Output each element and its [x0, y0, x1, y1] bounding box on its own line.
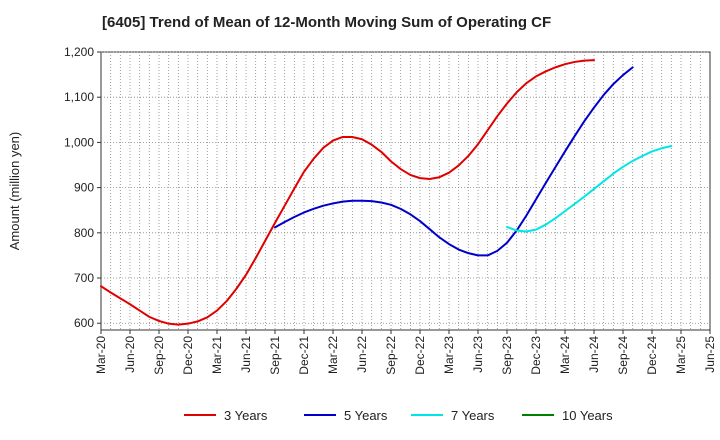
x-tick-label: Mar-25: [674, 336, 688, 374]
x-tick-label: Sep-23: [500, 336, 514, 375]
x-axis: Mar-20 Jun-20 Sep-20 Dec-20 Mar-21 Jun-21 Sep-…: [94, 330, 717, 375]
x-tick-label: Jun-24: [587, 336, 601, 373]
y-tick-label: 1,000: [64, 135, 94, 149]
series-lines: [100, 59, 673, 326]
x-tick-label: Jun-20: [123, 336, 137, 373]
y-tick-label: 600: [74, 316, 94, 330]
x-tick-label: Dec-24: [645, 336, 659, 375]
x-tick-label: Sep-21: [268, 336, 282, 375]
legend-label: 7 Years: [451, 408, 495, 423]
x-tick-label: Mar-22: [326, 336, 340, 374]
x-tick-label: Sep-20: [152, 336, 166, 375]
series-line-3-years: [100, 59, 595, 326]
x-tick-label: Sep-24: [616, 336, 630, 375]
x-tick-label: Mar-20: [94, 336, 108, 374]
x-tick-label: Jun-25: [703, 336, 717, 373]
series-line-7-years: [506, 145, 673, 233]
plot-area: [100, 51, 711, 331]
grid-lines: [101, 51, 710, 330]
y-tick-label: 1,200: [64, 45, 94, 59]
series-line-5-years: [274, 66, 634, 257]
chart-title: [6405] Trend of Mean of 12-Month Moving …: [102, 14, 551, 31]
y-axis: 600 700 800 900 1,000 1,100 1,200: [64, 45, 101, 330]
y-tick-label: 700: [74, 271, 94, 285]
x-tick-label: Sep-22: [384, 336, 398, 375]
x-tick-label: Jun-21: [239, 336, 253, 373]
x-tick-label: Mar-23: [442, 336, 456, 374]
y-tick-label: 900: [74, 181, 94, 195]
legend-label: 10 Years: [562, 408, 613, 423]
x-tick-label: Mar-24: [558, 336, 572, 374]
x-tick-label: Dec-22: [413, 336, 427, 375]
x-tick-label: Jun-22: [355, 336, 369, 373]
y-axis-label: Amount (million yen): [7, 132, 22, 251]
x-tick-label: Mar-21: [210, 336, 224, 374]
legend: 3 Years 5 Years 7 Years 10 Years: [184, 408, 613, 423]
legend-label: 3 Years: [224, 408, 268, 423]
y-tick-label: 800: [74, 226, 94, 240]
legend-label: 5 Years: [344, 408, 388, 423]
y-tick-label: 1,100: [64, 90, 94, 104]
x-tick-label: Dec-23: [529, 336, 543, 375]
x-tick-label: Dec-21: [297, 336, 311, 375]
plot-frame: [100, 51, 711, 331]
x-tick-label: Jun-23: [471, 336, 485, 373]
x-tick-label: Dec-20: [181, 336, 195, 375]
